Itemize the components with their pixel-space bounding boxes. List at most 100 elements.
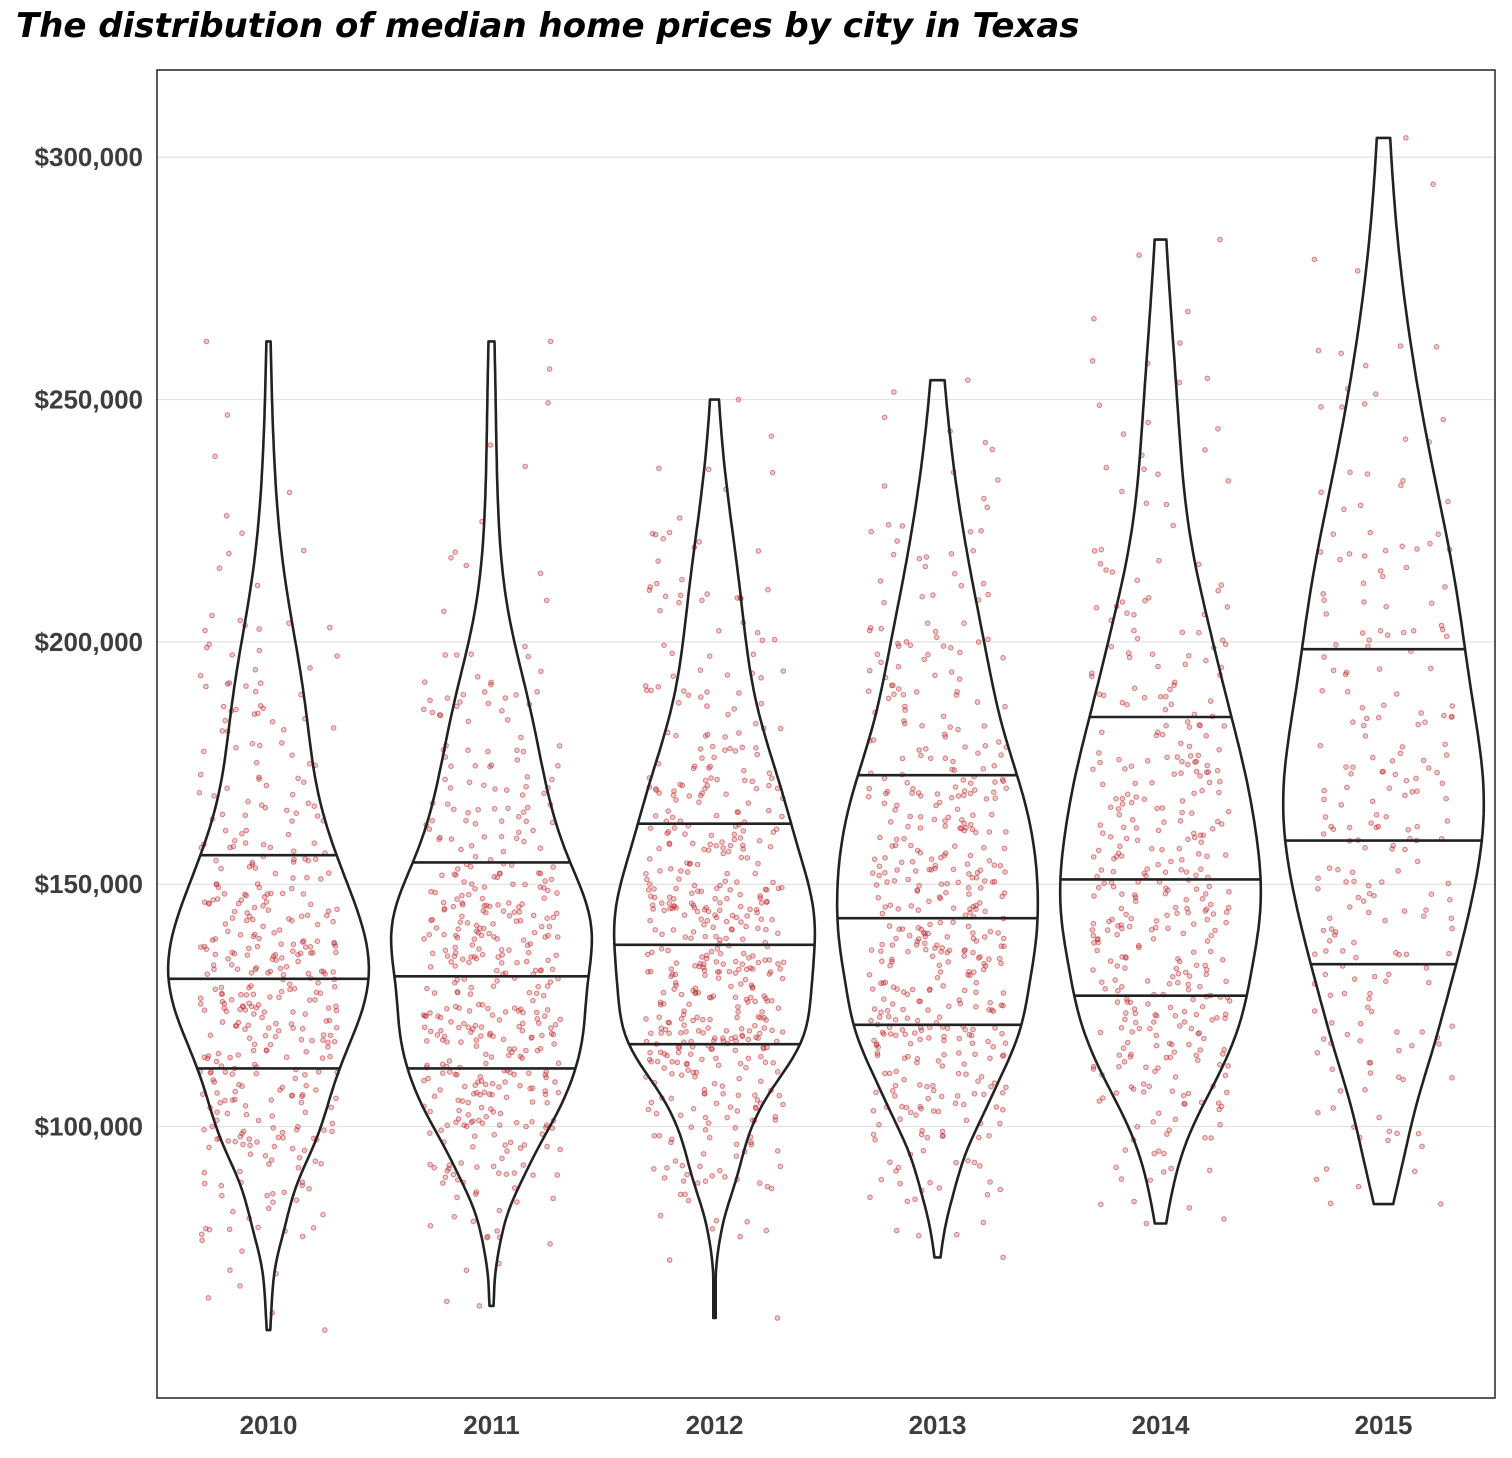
data-point bbox=[291, 856, 297, 863]
data-point bbox=[272, 870, 279, 877]
data-point bbox=[529, 1119, 535, 1125]
data-point bbox=[1449, 703, 1456, 709]
data-point bbox=[944, 1025, 951, 1032]
data-point bbox=[1370, 754, 1376, 761]
data-point bbox=[203, 338, 210, 345]
data-point bbox=[992, 795, 999, 802]
data-point bbox=[892, 1093, 898, 1099]
data-point bbox=[516, 1023, 523, 1030]
data-point bbox=[459, 913, 465, 920]
data-point bbox=[1446, 950, 1452, 957]
data-point bbox=[1433, 344, 1440, 350]
data-point bbox=[652, 927, 659, 933]
data-point bbox=[727, 1104, 734, 1110]
data-point bbox=[1197, 773, 1203, 779]
data-point bbox=[1108, 879, 1115, 886]
data-point bbox=[954, 689, 960, 695]
data-point bbox=[670, 792, 677, 799]
data-point bbox=[703, 955, 710, 962]
data-point bbox=[714, 946, 721, 952]
data-point bbox=[1135, 942, 1142, 949]
data-point bbox=[942, 823, 949, 829]
data-point bbox=[537, 870, 544, 877]
data-point bbox=[961, 953, 968, 959]
data-point bbox=[904, 1198, 911, 1205]
data-point bbox=[1220, 1051, 1226, 1057]
data-point bbox=[478, 1104, 485, 1111]
data-point bbox=[528, 1035, 535, 1041]
data-point bbox=[946, 1003, 952, 1010]
data-point bbox=[1151, 1150, 1157, 1157]
data-point bbox=[1393, 691, 1400, 697]
data-point bbox=[681, 1022, 687, 1028]
data-point bbox=[473, 955, 480, 962]
data-point bbox=[918, 752, 924, 759]
data-point bbox=[1000, 1052, 1007, 1058]
data-point bbox=[885, 1013, 892, 1020]
data-point bbox=[1153, 924, 1159, 931]
data-point bbox=[243, 683, 249, 689]
data-point bbox=[289, 1145, 296, 1152]
data-point bbox=[1163, 501, 1170, 508]
data-point bbox=[231, 950, 238, 957]
data-point bbox=[303, 1082, 310, 1089]
data-point bbox=[780, 668, 787, 674]
data-point bbox=[1000, 1107, 1006, 1113]
data-point bbox=[966, 1031, 973, 1038]
data-point bbox=[1377, 628, 1384, 634]
data-point bbox=[936, 962, 943, 969]
data-point bbox=[1203, 657, 1209, 664]
data-point bbox=[925, 1007, 931, 1013]
data-point bbox=[676, 1044, 683, 1051]
data-point bbox=[720, 845, 726, 851]
data-point bbox=[1321, 787, 1327, 794]
data-point bbox=[435, 1013, 441, 1019]
data-point bbox=[1341, 506, 1347, 513]
data-point bbox=[553, 952, 560, 959]
data-point bbox=[946, 947, 953, 954]
data-point bbox=[932, 628, 939, 635]
data-point bbox=[265, 907, 272, 913]
data-point bbox=[1372, 391, 1379, 397]
data-point bbox=[280, 972, 287, 978]
data-point bbox=[1168, 701, 1175, 708]
data-point bbox=[228, 997, 235, 1003]
data-point bbox=[741, 767, 747, 774]
data-point bbox=[440, 899, 447, 906]
data-point bbox=[951, 570, 958, 577]
data-point bbox=[950, 919, 956, 926]
data-point bbox=[949, 766, 955, 773]
data-point bbox=[222, 717, 228, 724]
data-point bbox=[918, 1131, 925, 1138]
data-point bbox=[874, 1052, 881, 1059]
data-point bbox=[771, 636, 778, 643]
data-point bbox=[679, 1162, 686, 1169]
data-point bbox=[1365, 1004, 1371, 1011]
data-point bbox=[700, 1030, 706, 1036]
data-point bbox=[424, 985, 430, 992]
data-point bbox=[1226, 998, 1233, 1004]
data-point bbox=[530, 912, 537, 919]
data-point bbox=[321, 1127, 327, 1133]
data-point bbox=[1182, 661, 1189, 668]
data-point bbox=[740, 936, 746, 943]
data-point bbox=[1201, 1035, 1207, 1042]
data-point bbox=[728, 983, 734, 990]
data-point bbox=[197, 672, 204, 679]
data-point bbox=[1178, 770, 1184, 776]
data-point bbox=[1208, 932, 1214, 939]
data-point bbox=[496, 1207, 503, 1214]
data-point bbox=[304, 874, 310, 881]
data-point bbox=[298, 1099, 305, 1106]
data-point bbox=[915, 907, 922, 913]
data-point bbox=[697, 1163, 703, 1170]
data-point bbox=[989, 879, 996, 885]
data-point bbox=[917, 850, 924, 856]
data-point bbox=[1357, 1038, 1363, 1044]
data-point bbox=[754, 629, 761, 636]
data-point bbox=[490, 1163, 497, 1170]
data-point bbox=[1320, 591, 1326, 597]
data-point bbox=[468, 984, 475, 991]
data-point bbox=[878, 948, 884, 954]
data-point bbox=[977, 1163, 983, 1169]
